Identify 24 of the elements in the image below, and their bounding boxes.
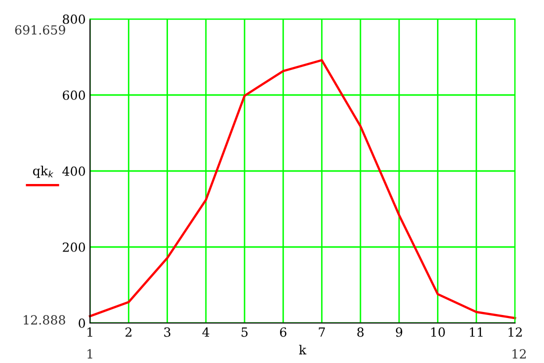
x-tick-label: 10 (431, 327, 445, 337)
x-axis-title: k (299, 344, 306, 354)
y-tick-label: 400 (62, 166, 86, 176)
x-tick-label: 7 (318, 328, 325, 337)
x-tick-label: 12 (508, 327, 522, 337)
text: 1 (88, 349, 92, 358)
x-tick-label: 11 (470, 327, 483, 337)
text: 12 (512, 349, 526, 358)
x-tick-label: 6 (280, 327, 286, 337)
y-tick-label: 0 (78, 318, 86, 328)
text: qk$_{k}$ (33, 166, 54, 178)
x-tick-label: 2 (126, 327, 132, 337)
x-tick-label: 5 (242, 328, 248, 337)
line-series (88, 59, 516, 320)
x-tick-label: 4 (202, 327, 210, 337)
y-tick-label: 200 (62, 242, 86, 252)
x-tick-label: 8 (357, 327, 364, 337)
text: 12.888 (24, 315, 66, 325)
x-tick-label: 1 (88, 327, 92, 337)
x-tick-label: 3 (164, 327, 170, 337)
y-tick-label: 800 (62, 14, 86, 24)
y-tick-label: 600 (62, 90, 86, 100)
x-tick-label: 9 (396, 327, 402, 337)
text: 691.659 (15, 25, 66, 35)
